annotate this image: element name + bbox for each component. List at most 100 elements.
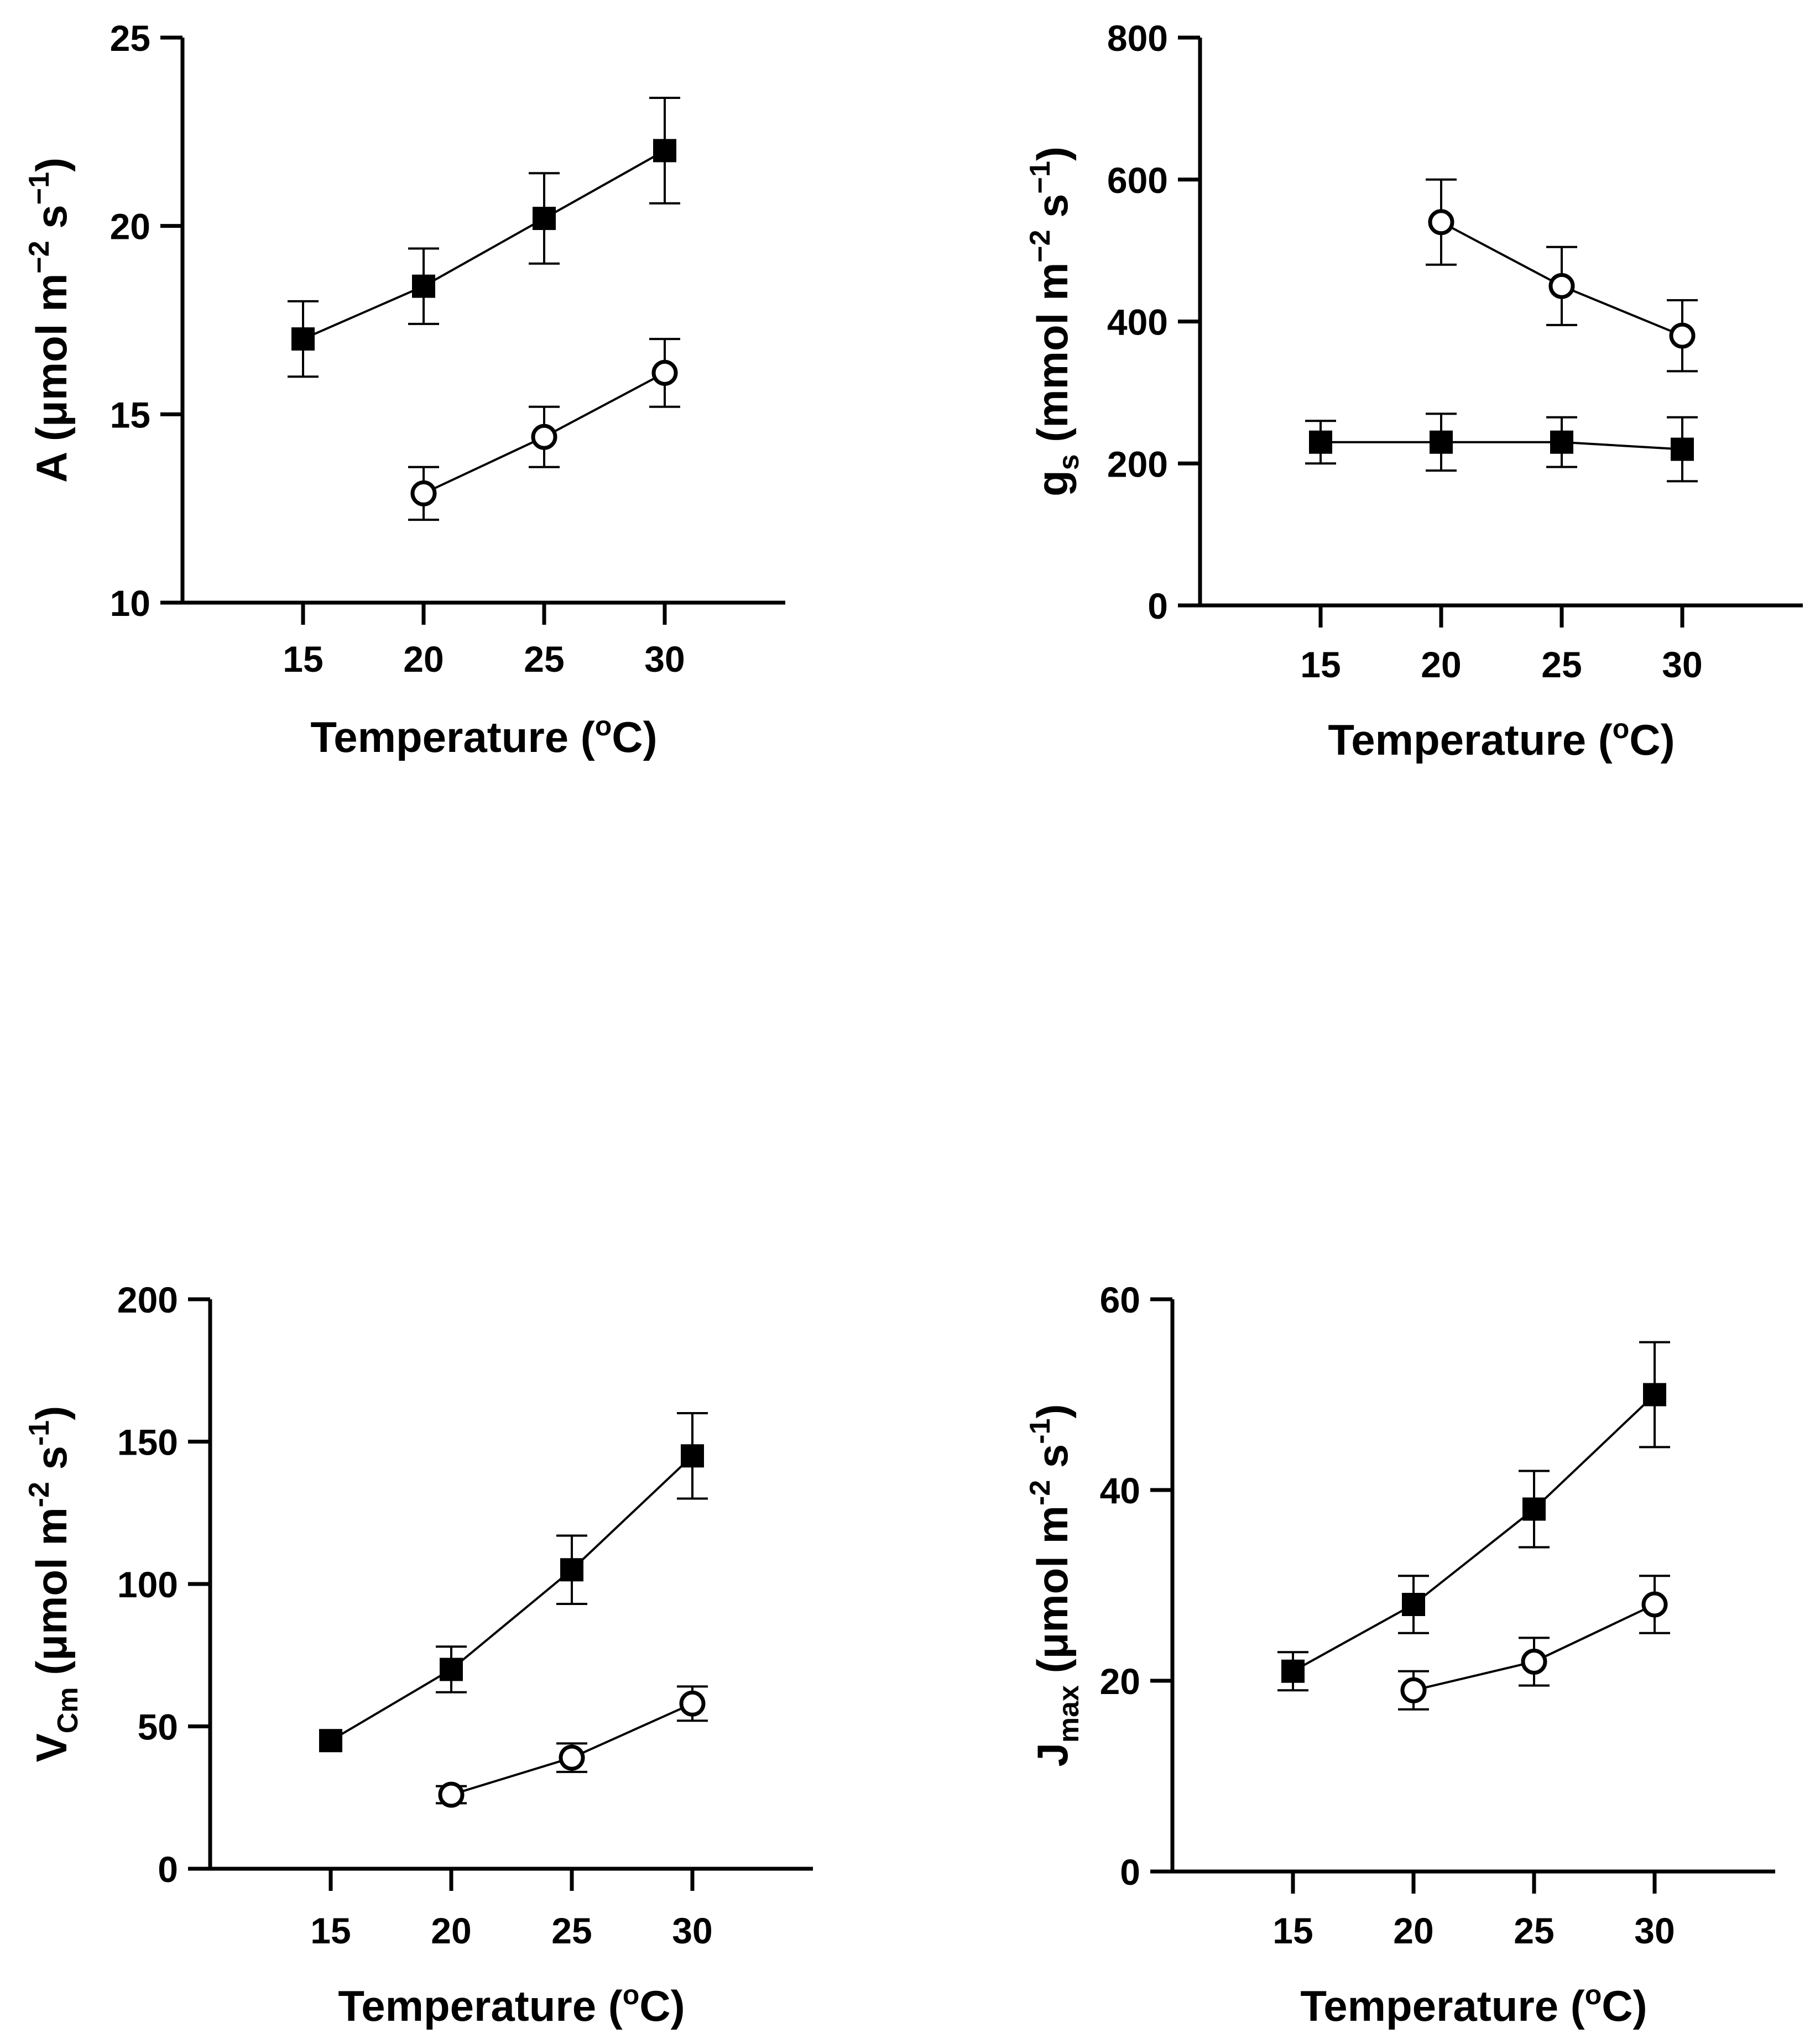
x-tick-label: 15 bbox=[310, 1910, 351, 1951]
data-point-square bbox=[1671, 437, 1694, 461]
y-axis-title-part: g bbox=[1028, 470, 1077, 496]
data-point-circle bbox=[651, 359, 678, 386]
data-point-square bbox=[1402, 1593, 1425, 1616]
x-tick-label: 20 bbox=[1393, 1910, 1433, 1951]
series-filled-square bbox=[319, 1412, 708, 1753]
data-point-circle bbox=[1641, 1591, 1668, 1618]
series-filled-square bbox=[288, 97, 680, 378]
y-axis-title-part: s bbox=[1028, 194, 1077, 229]
series-filled-square bbox=[1277, 1341, 1670, 1692]
data-point-square bbox=[1522, 1497, 1546, 1521]
x-axis-title-unit: C) bbox=[1602, 1982, 1647, 2030]
series-open-circle bbox=[1398, 1575, 1670, 1711]
y-axis-title-part: max bbox=[1053, 1685, 1085, 1743]
y-axis-title-part: (μmol m bbox=[1028, 1505, 1077, 1685]
y-tick-label: 200 bbox=[1107, 443, 1168, 484]
y-axis-title-part: Cm bbox=[52, 1687, 84, 1733]
y-tick-label: 0 bbox=[1120, 1852, 1140, 1893]
x-axis-title-main: Temperature ( bbox=[310, 713, 594, 761]
series-line bbox=[330, 1455, 693, 1742]
y-axis-title-part: J bbox=[1028, 1743, 1077, 1766]
x-axis-title: Temperature (oC) bbox=[310, 710, 657, 761]
y-axis-title-part: V bbox=[27, 1733, 76, 1762]
y-tick-label: 0 bbox=[158, 1849, 178, 1890]
y-tick-label: 200 bbox=[117, 1279, 178, 1320]
series-filled-square bbox=[1305, 412, 1698, 483]
data-point-circle bbox=[559, 1744, 585, 1771]
x-axis-title-unit: C) bbox=[639, 1982, 685, 2030]
y-tick-label: 25 bbox=[110, 18, 150, 59]
y-axis-title-part: A (μmol m bbox=[27, 274, 76, 483]
y-axis-title-part: s bbox=[1028, 1444, 1077, 1480]
data-point-square bbox=[412, 274, 435, 298]
x-axis-title-unit: C) bbox=[612, 713, 657, 761]
data-point-circle bbox=[531, 424, 557, 450]
y-tick-label: 50 bbox=[138, 1707, 178, 1748]
y-tick-label: 0 bbox=[1148, 586, 1168, 626]
data-point-circle bbox=[1428, 209, 1454, 236]
y-axis-title-part: s bbox=[27, 1446, 76, 1482]
y-tick-label: 10 bbox=[110, 583, 150, 624]
data-point-square bbox=[440, 1658, 463, 1681]
series-line bbox=[302, 149, 665, 340]
data-point-circle bbox=[1548, 273, 1575, 299]
data-point-circle bbox=[679, 1690, 706, 1717]
x-axis-title: Temperature (oC) bbox=[338, 1979, 685, 2030]
data-point-circle bbox=[1400, 1677, 1427, 1703]
x-axis-title-main: Temperature ( bbox=[1328, 715, 1612, 764]
chart-panel-gs: 0 200 400 600 800 15 20 25 30 Temperature (oC) gs … bbox=[1024, 18, 1803, 764]
x-axis-title-main: Temperature ( bbox=[1300, 1982, 1584, 2030]
y-axis-title-part: (mmol m bbox=[1028, 263, 1077, 454]
y-axis-title-part: (μmol m bbox=[27, 1507, 76, 1687]
y-axis-title-part: −1 bbox=[1024, 161, 1056, 194]
y-axis-title: gs (mmol m−2 s−1) bbox=[1024, 147, 1085, 496]
y-axis-title-part: −2 bbox=[1024, 229, 1056, 262]
x-tick-label: 15 bbox=[283, 639, 323, 679]
x-axis-title-degree: o bbox=[1613, 713, 1630, 744]
data-point-circle bbox=[1521, 1649, 1547, 1675]
y-axis-title-part: ) bbox=[27, 1406, 76, 1420]
data-point-circle bbox=[410, 480, 437, 506]
data-point-circle bbox=[438, 1781, 465, 1808]
y-tick-label: 600 bbox=[1107, 160, 1168, 201]
data-point-square bbox=[291, 327, 315, 351]
chart-panel-vcm: 0 50 100 150 200 15 20 25 30 Temperature (oC) VCm … bbox=[23, 1279, 813, 2030]
x-axis-title-degree: o bbox=[1585, 1979, 1602, 2010]
series-line bbox=[1321, 441, 1683, 451]
x-tick-label: 20 bbox=[403, 639, 444, 679]
data-point-square bbox=[533, 207, 556, 231]
y-axis-title-part: s bbox=[1053, 454, 1085, 470]
x-tick-label: 30 bbox=[672, 1910, 712, 1951]
data-point-square bbox=[319, 1729, 342, 1753]
chart-panel-a: 10 15 20 25 15 20 25 30 Temperature (oC) A (μmol … bbox=[23, 18, 785, 761]
y-axis-title-part: -1 bbox=[23, 1420, 55, 1446]
y-axis-title-part: ) bbox=[1028, 1404, 1077, 1418]
x-axis-title-unit: C) bbox=[1629, 715, 1675, 764]
y-axis-title-part: -1 bbox=[1024, 1418, 1056, 1444]
data-point-square bbox=[560, 1558, 583, 1582]
data-point-square bbox=[1309, 430, 1332, 454]
series-open-circle bbox=[436, 1685, 708, 1808]
data-point-square bbox=[1281, 1659, 1305, 1683]
y-tick-label: 40 bbox=[1100, 1470, 1140, 1511]
x-axis-title-main: Temperature ( bbox=[338, 1982, 622, 2030]
data-point-square bbox=[1430, 430, 1453, 454]
x-tick-label: 25 bbox=[524, 639, 564, 679]
x-tick-label: 30 bbox=[1634, 1910, 1675, 1951]
series-open-circle bbox=[408, 338, 680, 521]
series-line bbox=[1292, 1394, 1656, 1672]
data-point-square bbox=[681, 1444, 704, 1468]
y-axis-title-part: -2 bbox=[23, 1482, 55, 1507]
y-axis-title-part: s bbox=[27, 205, 76, 241]
y-tick-label: 100 bbox=[117, 1564, 178, 1605]
y-tick-label: 20 bbox=[1100, 1661, 1140, 1702]
x-tick-label: 25 bbox=[551, 1910, 592, 1951]
x-tick-label: 30 bbox=[1662, 644, 1702, 685]
y-axis-title-part: ) bbox=[27, 158, 76, 172]
x-axis-title: Temperature (oC) bbox=[1328, 713, 1675, 764]
x-tick-label: 20 bbox=[431, 1910, 471, 1951]
series-open-circle bbox=[1426, 178, 1698, 373]
y-tick-label: 20 bbox=[110, 206, 150, 247]
y-tick-label: 400 bbox=[1107, 302, 1168, 343]
